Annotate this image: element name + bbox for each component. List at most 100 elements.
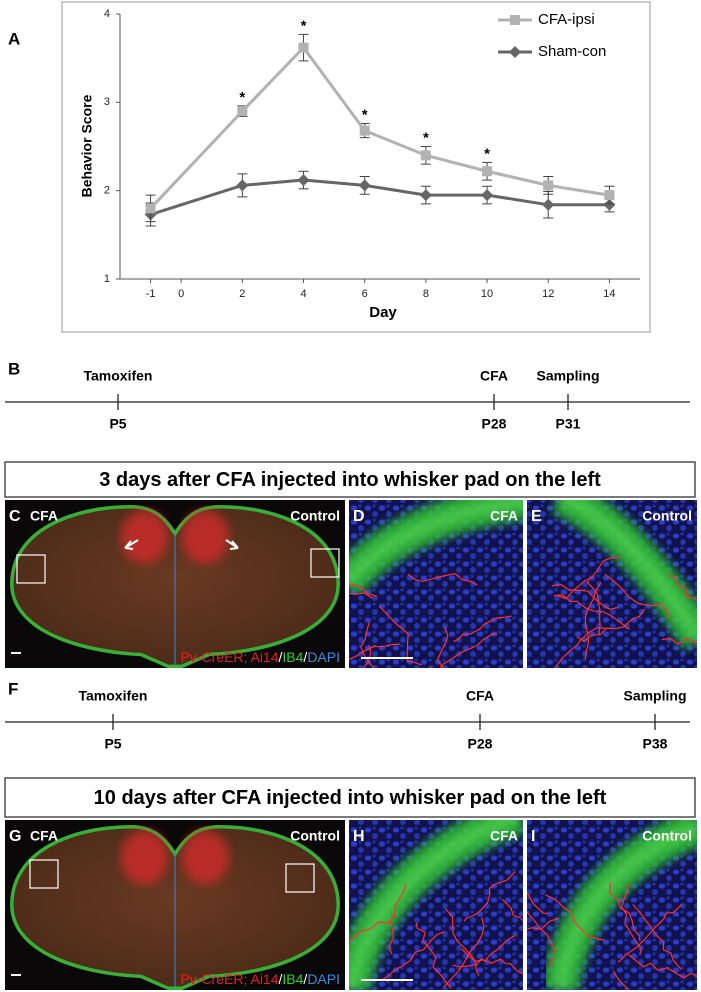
stain-part: /: [303, 971, 307, 987]
condition-label: Control: [642, 828, 692, 844]
panel-label: E: [531, 508, 542, 525]
significance-mark: *: [301, 17, 307, 34]
x-tick-label: 8: [423, 288, 429, 300]
event-age: P5: [104, 736, 121, 752]
red-patch: [120, 830, 169, 885]
x-tick-label: 6: [362, 288, 368, 300]
fiber: [452, 934, 516, 968]
stain-legend: Pv-CreER; Ai14/IB4/DAPI: [180, 971, 340, 987]
condition-label: Control: [290, 508, 340, 524]
inset-box: [310, 548, 340, 578]
fiber: [429, 632, 498, 668]
legend-marker: [510, 15, 520, 25]
point: [604, 190, 615, 201]
micrograph: [349, 500, 523, 668]
fiber: [349, 914, 396, 944]
fiber: [527, 910, 555, 967]
section-header: 3 days after CFA injected into whisker p…: [99, 469, 601, 491]
x-tick-label: 4: [300, 288, 306, 300]
event-name: CFA: [480, 368, 508, 384]
panel-label: I: [531, 828, 535, 845]
event-name: Tamoxifen: [84, 368, 153, 384]
significance-mark: *: [423, 129, 429, 146]
fiber: [349, 643, 401, 661]
stain-part: DAPI: [307, 649, 340, 665]
point: [358, 179, 371, 192]
inset-box: [29, 859, 59, 889]
fiber: [612, 970, 628, 990]
fiber: [620, 883, 643, 955]
significance-mark: *: [484, 145, 490, 162]
micrograph: [5, 820, 345, 990]
point: [543, 180, 554, 191]
legend-marker: [509, 46, 521, 58]
micrograph: [527, 500, 697, 668]
header-box: [4, 777, 696, 818]
red-patch: [181, 510, 230, 564]
x-tick-label: -1: [146, 288, 156, 300]
fiber: [556, 557, 621, 600]
condition-label: CFA: [30, 508, 58, 524]
fiber: [407, 573, 478, 586]
fiber: [349, 582, 378, 597]
fiber: [445, 908, 480, 976]
ib4-band: [557, 500, 697, 644]
x-tick-label: 14: [603, 288, 615, 300]
chart-frame: [61, 1, 651, 333]
fiber: [608, 882, 641, 940]
inset-box: [16, 554, 46, 584]
panel-label: G: [9, 828, 21, 845]
point: [298, 42, 309, 53]
fiber: [551, 583, 619, 610]
panel-label: A: [8, 29, 20, 48]
red-patch: [120, 510, 169, 564]
point: [297, 174, 310, 187]
red-patch: [181, 830, 230, 885]
y-tick-label: 1: [104, 273, 110, 285]
x-tick-label: 2: [239, 288, 245, 300]
fiber: [442, 917, 485, 989]
fiber: [604, 573, 672, 618]
event-age: P28: [468, 736, 493, 752]
x-tick-label: 10: [481, 288, 493, 300]
fiber: [436, 626, 449, 668]
fiber: [584, 582, 602, 660]
fiber: [527, 917, 559, 931]
event-age: P38: [643, 736, 668, 752]
point: [482, 166, 493, 177]
point: [145, 203, 156, 214]
point: [542, 198, 555, 211]
micrograph: [527, 820, 697, 990]
legend-label: CFA-ipsi: [538, 11, 595, 28]
event-age: P31: [556, 416, 581, 432]
panel-label: D: [353, 508, 365, 525]
point: [419, 189, 432, 202]
fiber: [453, 615, 512, 643]
series-line: [149, 45, 610, 210]
fiber: [617, 903, 683, 963]
condition-label: CFA: [490, 828, 518, 844]
micrograph: [349, 820, 523, 990]
y-tick-label: 4: [104, 8, 110, 20]
condition-label: CFA: [490, 508, 518, 524]
fiber: [415, 922, 452, 989]
panel-label: H: [353, 828, 365, 845]
ib4-band: [349, 500, 523, 589]
event-age: P28: [482, 416, 507, 432]
fiber: [461, 948, 523, 975]
x-tick-label: 12: [542, 288, 554, 300]
fiber: [381, 931, 445, 981]
condition-label: CFA: [30, 828, 58, 844]
series-line: [150, 178, 610, 216]
event-name: CFA: [466, 688, 494, 704]
fiber: [378, 605, 423, 666]
condition-label: Control: [290, 828, 340, 844]
point: [420, 150, 431, 161]
section-header: 10 days after CFA injected into whisker …: [94, 787, 607, 809]
fiber: [627, 953, 697, 979]
fiber: [349, 592, 373, 599]
stain-part: /: [303, 649, 307, 665]
point: [481, 189, 494, 202]
stain-part: DAPI: [307, 971, 340, 987]
fiber: [666, 575, 697, 600]
